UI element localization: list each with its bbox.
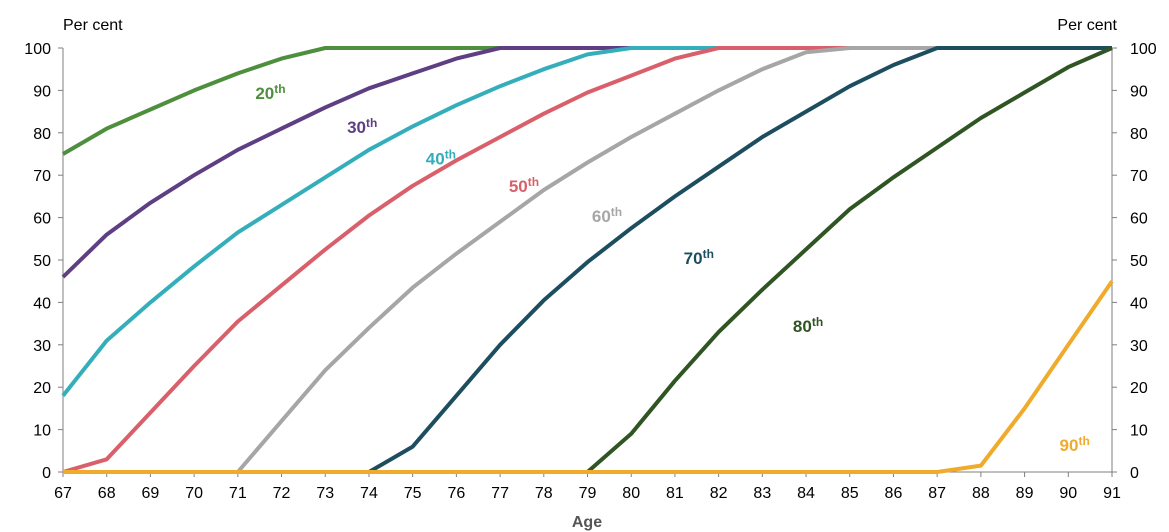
left-y-tick-label: 100 (24, 41, 51, 58)
x-tick-label: 86 (885, 485, 903, 502)
x-tick-label: 74 (360, 485, 378, 502)
x-tick-label: 82 (710, 485, 728, 502)
left-y-tick-label: 20 (33, 380, 51, 397)
series-label-80th: 80th (793, 315, 823, 336)
left-y-tick-label: 40 (33, 295, 51, 312)
series-line-90th (63, 280, 1114, 474)
left-axis-title: Per cent (63, 17, 123, 34)
x-tick-label: 69 (142, 485, 160, 502)
left-y-tick-label: 60 (33, 211, 51, 228)
right-y-tick-label: 50 (1130, 253, 1148, 270)
x-tick-label: 85 (841, 485, 859, 502)
series-label-40th: 40th (426, 148, 456, 169)
x-tick-label: 89 (1016, 485, 1034, 502)
left-y-tick-label: 70 (33, 168, 51, 185)
left-y-tick-label: 80 (33, 126, 51, 143)
series-label-30th: 30th (347, 116, 377, 137)
right-y-tick-label: 30 (1130, 338, 1148, 355)
x-tick-label: 87 (928, 485, 946, 502)
x-tick-label: 75 (404, 485, 422, 502)
x-tick-label: 77 (491, 485, 509, 502)
left-y-tick-label: 30 (33, 338, 51, 355)
series-lines (61, 46, 1114, 474)
x-tick-label: 73 (316, 485, 334, 502)
series-label-20th: 20th (255, 82, 285, 103)
x-tick-label: 71 (229, 485, 247, 502)
x-tick-label: 70 (185, 485, 203, 502)
series-label-90th: 90th (1060, 434, 1090, 455)
right-y-tick-label: 90 (1130, 83, 1148, 100)
right-y-tick-label: 80 (1130, 126, 1148, 143)
right-y-tick-label: 60 (1130, 211, 1148, 228)
x-tick-label: 90 (1059, 485, 1077, 502)
x-tick-label: 79 (579, 485, 597, 502)
right-y-tick-label: 0 (1130, 465, 1139, 482)
right-y-tick-label: 20 (1130, 380, 1148, 397)
x-tick-label: 83 (753, 485, 771, 502)
x-tick-label: 91 (1103, 485, 1121, 502)
right-y-tick-label: 10 (1130, 423, 1148, 440)
x-tick-label: 78 (535, 485, 553, 502)
left-y-tick-label: 90 (33, 83, 51, 100)
right-y-tick-label: 100 (1130, 41, 1157, 58)
right-y-tick-label: 40 (1130, 295, 1148, 312)
left-y-tick-label: 50 (33, 253, 51, 270)
series-label-50th: 50th (509, 175, 539, 196)
left-y-tick-label: 10 (33, 423, 51, 440)
left-y-tick-label: 0 (42, 465, 51, 482)
series-labels: 20th 30th 40th 50th 60th 70th 80th 90th (255, 82, 1089, 455)
x-tick-label: 81 (666, 485, 684, 502)
right-y-tick-label: 70 (1130, 168, 1148, 185)
x-tick-label: 72 (273, 485, 291, 502)
x-tick-label: 84 (797, 485, 815, 502)
series-line-80th (586, 46, 1113, 474)
series-line-70th (367, 46, 1112, 474)
series-line-40th (61, 46, 1112, 397)
x-tick-label: 67 (54, 485, 72, 502)
series-label-60th: 60th (592, 205, 622, 226)
axes: 0 0 10 10 20 20 30 30 40 40 50 50 60 60 70 70 80 80 90 90 10… (24, 41, 1157, 502)
x-tick-label: 68 (98, 485, 116, 502)
x-axis-title: Age (572, 514, 602, 531)
series-label-70th: 70th (684, 247, 714, 268)
x-tick-label: 76 (447, 485, 465, 502)
series-line-60th (236, 46, 1112, 474)
x-tick-label: 80 (622, 485, 640, 502)
x-tick-label: 88 (972, 485, 990, 502)
right-axis-title: Per cent (1057, 17, 1117, 34)
